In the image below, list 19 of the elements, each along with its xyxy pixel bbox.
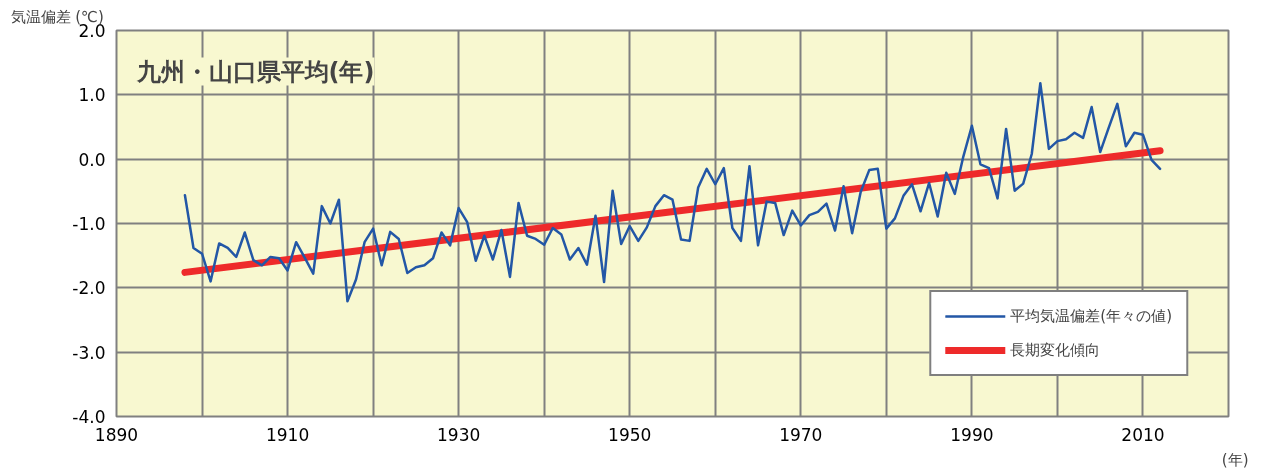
legend-label: 長期変化傾向	[1010, 340, 1101, 360]
y-tick-label: -4.0	[72, 407, 106, 427]
y-tick-label: 1.0	[78, 85, 106, 106]
x-tick-label: 1890	[94, 424, 139, 445]
y-axis-title: 気温偏差 (℃)	[10, 7, 104, 26]
x-tick-label: 1950	[608, 424, 652, 445]
line-series	[183, 82, 1162, 303]
x-axis-title: (年)	[1221, 450, 1249, 469]
y-tick-label: 0.0	[78, 149, 106, 170]
x-tick-label: 1910	[265, 424, 310, 445]
x-tick-label: 1930	[437, 424, 481, 445]
text: 九州・山口県平均(年)	[135, 57, 375, 86]
y-tick-label: -3.0	[72, 342, 106, 363]
y-tick-label: -1.0	[72, 214, 106, 234]
x-tick-label: 1970	[779, 424, 823, 445]
x-tick-label: 2010	[1121, 424, 1165, 445]
legend-label: 平均気温偏差(年々の値)	[1010, 306, 1172, 326]
x-tick-label: 1990	[950, 424, 994, 445]
y-tick-label: -2.0	[72, 278, 106, 299]
